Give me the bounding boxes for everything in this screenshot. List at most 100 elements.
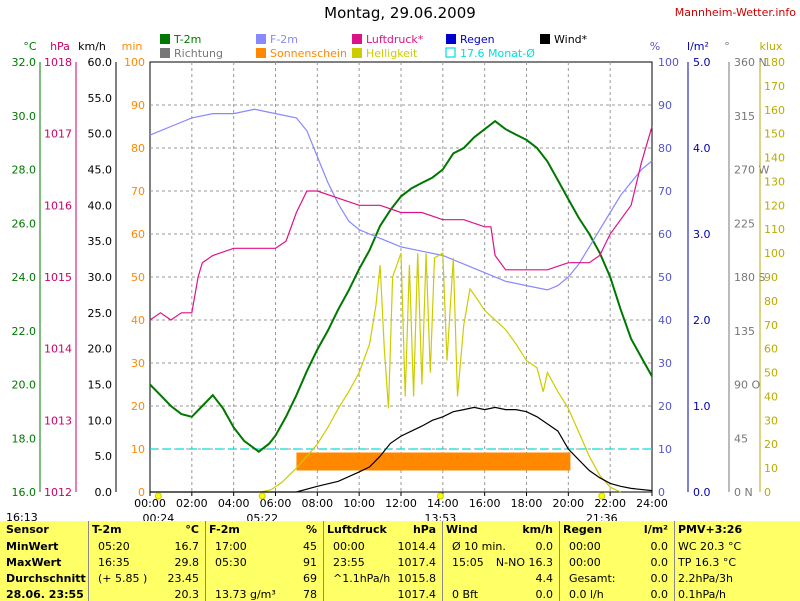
table-cell: hPa [412, 523, 436, 536]
tick-label-lux: 70 [764, 319, 778, 332]
legend-label: Richtung [174, 47, 223, 60]
x-tick-label: 02:00 [176, 497, 208, 510]
legend-label: 17.6 Monat-Ø [460, 47, 535, 60]
legend-swatch [352, 48, 362, 58]
table-cell: Sensor [6, 523, 49, 536]
x-tick-label: 00:00 [134, 497, 166, 510]
table-cell: T-2m [92, 523, 122, 536]
legend-swatch [445, 47, 456, 58]
legend-label: Wind* [554, 33, 588, 46]
legend-label: Sonnenschein [270, 47, 347, 60]
x-tick-label: 16:00 [469, 497, 501, 510]
tick-label-lux: 20 [764, 438, 778, 451]
table-cell: 23.45 [167, 572, 200, 585]
tick-label-direction: 180 S [734, 271, 765, 284]
tick-label-temp: 24.0 [12, 271, 37, 284]
table-cell: 0.0 [535, 588, 554, 601]
tick-label-wind: 50.0 [88, 128, 113, 141]
x-tick-label: 04:00 [218, 497, 250, 510]
table-cell: 17:00 [215, 540, 247, 553]
table-cell: 1017.4 [397, 588, 437, 601]
column-separator [323, 521, 324, 601]
tick-label-wind: 20.0 [88, 343, 113, 356]
table-cell: 1015.8 [397, 572, 437, 585]
x-tick-label: 22:00 [594, 497, 626, 510]
tick-label-direction: 90 O [734, 379, 760, 392]
tick-label-rain: 4.0 [693, 142, 711, 155]
legend-label: Regen [460, 33, 495, 46]
table-cell: 4.4 [535, 572, 554, 585]
unit-label-minutes: min [122, 40, 143, 53]
table-cell: 0.0 [650, 556, 669, 569]
tick-label-wind: 0.0 [95, 486, 113, 499]
legend-label: F-2m [270, 33, 298, 46]
table-cell: (+ 5.85 ) [98, 572, 148, 585]
table-cell: 00:00 [333, 540, 365, 553]
table-cell: 16:35 [98, 556, 130, 569]
table-cell: WC 20.3 °C [678, 540, 742, 553]
legend-swatch [256, 48, 266, 58]
chart-title: Montag, 29.06.2009 [324, 4, 476, 22]
tick-label-wind: 10.0 [88, 414, 113, 427]
x-tick-label: 24:00 [636, 497, 668, 510]
x-tick-label: 14:00 [427, 497, 459, 510]
tick-label-lux: 30 [764, 414, 778, 427]
table-cell: 0 Bft [452, 588, 479, 601]
sun-marker [258, 492, 266, 500]
sun-marker-label: 00:24 [143, 512, 175, 521]
table-cell: TP 16.3 °C [678, 556, 737, 569]
legend-swatch [540, 34, 550, 44]
table-cell: 91 [303, 556, 317, 569]
tick-label-humidity: 80 [658, 142, 672, 155]
tick-label-lux: 60 [764, 343, 778, 356]
site-link[interactable]: Mannheim-Wetter.info [674, 6, 796, 19]
tick-label-pressure: 1018 [44, 56, 72, 69]
table-cell: 20.3 [174, 588, 200, 601]
tick-label-lux: 40 [764, 390, 778, 403]
tick-label-temp: 16.0 [12, 486, 37, 499]
tick-label-rain: 3.0 [693, 228, 711, 241]
tick-label-temp: 30.0 [12, 110, 37, 123]
tick-label-humidity: 10 [658, 443, 672, 456]
unit-label-pressure: hPa [50, 40, 70, 53]
table-cell: N-NO 16.3 [495, 556, 553, 569]
sun-marker-label: 05:22 [246, 512, 278, 521]
legend-swatch [446, 34, 456, 44]
tick-label-pressure: 1013 [44, 414, 72, 427]
tick-label-minutes: 70 [131, 185, 145, 198]
x-tick-label: 06:00 [260, 497, 292, 510]
tick-label-lux: 170 [764, 80, 785, 93]
tick-label-humidity: 0 [658, 486, 665, 499]
tick-label-lux: 80 [764, 295, 778, 308]
tick-label-rain: 2.0 [693, 314, 711, 327]
table-cell: 23:55 [333, 556, 365, 569]
table-cell: 0.0 l/h [569, 588, 604, 601]
tick-label-minutes: 20 [131, 400, 145, 413]
x-tick-label: 08:00 [301, 497, 333, 510]
table-cell: 00:00 [569, 556, 601, 569]
tick-label-minutes: 10 [131, 443, 145, 456]
table-cell: % [305, 523, 317, 536]
table-cell: Gesamt: [569, 572, 616, 585]
column-separator [88, 521, 89, 601]
tick-label-direction: 0 N [734, 486, 753, 499]
tick-label-minutes: 60 [131, 228, 145, 241]
tick-label-lux: 180 [764, 56, 785, 69]
table-cell: °C [185, 523, 199, 536]
unit-label-temp: °C [23, 40, 37, 53]
table-cell: 0.0 [650, 540, 669, 553]
tick-label-lux: 110 [764, 223, 785, 236]
tick-label-minutes: 40 [131, 314, 145, 327]
tick-label-minutes: 90 [131, 99, 145, 112]
legend-label: Luftdruck* [366, 33, 424, 46]
tick-label-temp: 20.0 [12, 379, 37, 392]
tick-label-temp: 26.0 [12, 217, 37, 230]
tick-label-humidity: 40 [658, 314, 672, 327]
table-cell: l/m² [643, 523, 668, 536]
table-cell: PMV+3:26 [678, 523, 743, 536]
table-cell: 0.1hPa/h [678, 588, 727, 601]
table-cell: 15:05 [452, 556, 484, 569]
tick-label-direction: 45 [734, 432, 748, 445]
unit-label-direction: ° [724, 40, 730, 53]
series-line-wind- [150, 406, 653, 493]
